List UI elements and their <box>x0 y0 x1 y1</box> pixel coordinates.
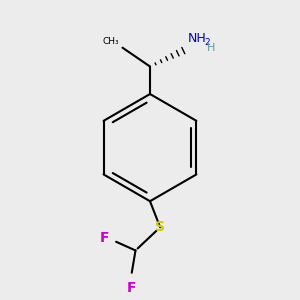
Text: F: F <box>100 231 110 245</box>
Text: NH: NH <box>188 32 206 45</box>
Text: CH₃: CH₃ <box>103 37 120 46</box>
Text: H: H <box>207 43 215 53</box>
Text: S: S <box>155 220 165 234</box>
Text: 2: 2 <box>205 38 210 47</box>
Text: F: F <box>126 281 136 295</box>
